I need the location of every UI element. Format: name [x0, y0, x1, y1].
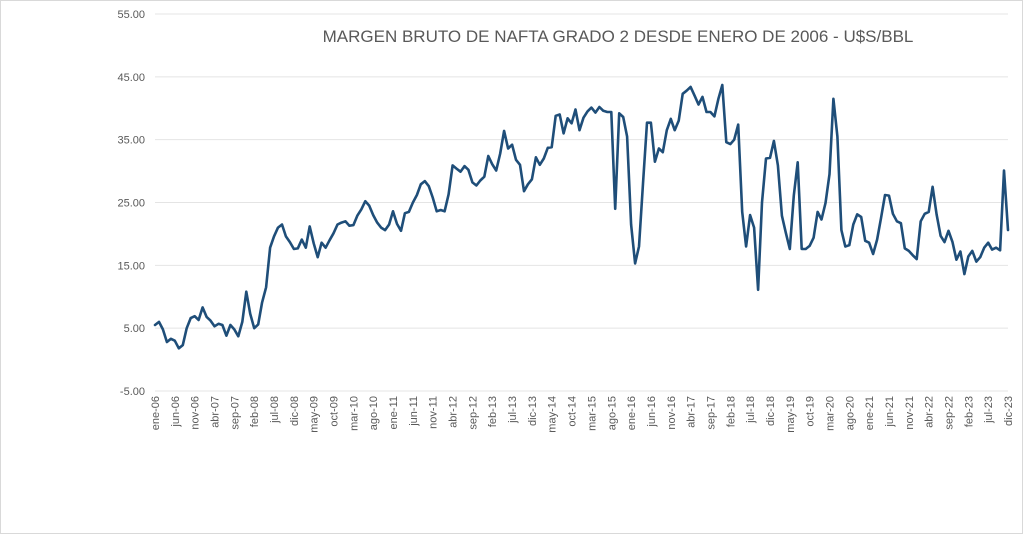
y-axis-tick-labels: -5.00 5.00 15.00 25.00 35.00 45.00 55.00 [117, 9, 145, 398]
y-tick-label: 55.00 [117, 9, 145, 21]
gridlines [155, 13, 1008, 392]
x-tick-label: ene-16 [626, 396, 638, 430]
x-tick-label: nov-11 [428, 396, 440, 429]
x-tick-label: may-19 [785, 396, 797, 433]
x-tick-label: may-09 [309, 396, 321, 433]
series-line [153, 83, 1010, 350]
x-tick-label: abr-07 [210, 396, 222, 428]
x-tick-label: nov-21 [904, 396, 916, 430]
x-tick-label: ago-10 [368, 396, 380, 430]
x-tick-label: jul-23 [983, 396, 995, 424]
x-tick-label: mar-10 [348, 396, 360, 431]
y-tick-label: 45.00 [117, 72, 145, 84]
x-tick-label: sep-22 [943, 396, 955, 430]
chart-title: MARGEN BRUTO DE NAFTA GRADO 2 DESDE ENER… [323, 27, 914, 46]
x-tick-label: abr-17 [686, 396, 698, 428]
x-tick-label: sep-07 [229, 396, 241, 430]
x-tick-label: nov-16 [666, 396, 678, 430]
x-tick-label: dic-18 [765, 396, 777, 426]
x-tick-label: jun-06 [170, 396, 182, 428]
series-layer [153, 83, 1010, 350]
x-tick-label: ene-11 [388, 396, 400, 429]
x-tick-label: mar-15 [586, 396, 598, 431]
x-tick-label: jul-08 [269, 396, 281, 424]
x-tick-label: abr-12 [448, 396, 460, 428]
x-tick-label: feb-23 [963, 396, 975, 427]
x-tick-label: mar-20 [824, 396, 836, 431]
x-tick-label: ene-06 [150, 396, 162, 430]
x-tick-label: feb-18 [725, 396, 737, 427]
x-tick-label: jul-18 [745, 396, 757, 424]
y-tick-label: 25.00 [117, 198, 145, 210]
x-tick-label: jun-16 [646, 396, 658, 428]
y-tick-label: 35.00 [117, 135, 145, 147]
x-tick-label: oct-14 [567, 396, 579, 427]
x-tick-label: oct-19 [805, 396, 817, 427]
x-tick-label: jul-13 [507, 396, 519, 424]
x-axis-tick-labels: ene-06 jun-06 nov-06 abr-07 sep-07 feb-08 jul-… [150, 396, 1015, 433]
x-tick-label: jun-11 [408, 396, 420, 427]
y-tick-label: 5.00 [124, 323, 145, 335]
x-tick-label: oct-09 [329, 396, 341, 427]
y-tick-label: 15.00 [117, 260, 145, 272]
x-tick-label: sep-17 [705, 396, 717, 430]
x-tick-label: ago-15 [606, 396, 618, 430]
x-tick-label: dic-23 [1003, 396, 1015, 426]
x-tick-label: dic-13 [527, 396, 539, 426]
x-tick-label: nov-06 [190, 396, 202, 430]
x-tick-label: sep-12 [467, 396, 479, 430]
y-tick-label: -5.00 [120, 386, 145, 398]
x-tick-label: may-14 [547, 396, 559, 433]
x-tick-label: jun-21 [884, 396, 896, 428]
x-tick-label: ene-21 [864, 396, 876, 430]
x-tick-label: feb-08 [249, 396, 261, 427]
x-tick-label: feb-13 [487, 396, 499, 427]
x-tick-label: dic-08 [289, 396, 301, 426]
x-tick-label: ago-20 [844, 396, 856, 430]
x-tick-label: abr-22 [924, 396, 936, 428]
